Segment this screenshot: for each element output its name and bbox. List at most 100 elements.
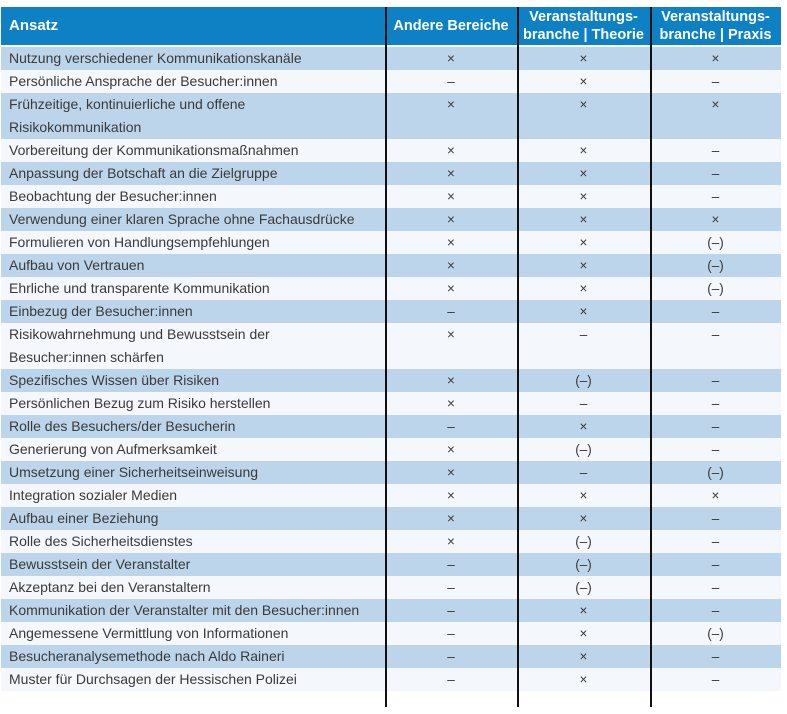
row-cell: – [517, 392, 650, 415]
row-cell: (–) [650, 461, 781, 484]
table-row: Persönlichen Bezug zum Risiko herstellen… [1, 392, 781, 415]
row-label: Persönliche Ansprache der Besucher:innen [1, 70, 385, 93]
row-cell: – [650, 530, 781, 553]
row-cell: – [385, 645, 517, 668]
row-cell: × [385, 438, 517, 461]
row-label: Nutzung verschiedener Kommunikationskanä… [1, 46, 385, 70]
row-cell: (–) [517, 369, 650, 392]
row-label: Rolle des Besuchers/der Besucherin [1, 415, 385, 438]
row-cell: (–) [517, 553, 650, 576]
table-row: Akzeptanz bei den Veranstaltern – (–) – [1, 576, 781, 599]
row-label: Integration sozialer Medien [1, 484, 385, 507]
row-cell: (–) [517, 438, 650, 461]
row-cell: × [385, 139, 517, 162]
table-row: Vorbereitung der Kommunikationsmaßnahmen… [1, 139, 781, 162]
row-cell: × [517, 46, 650, 70]
table-row: Risikowahrnehmung und Bewusstsein der Be… [1, 323, 781, 369]
row-label: Bewusstsein der Veranstalter [1, 553, 385, 576]
row-cell: × [517, 277, 650, 300]
row-cell: – [650, 162, 781, 185]
table-row: Rolle des Besuchers/der Besucherin – × – [1, 415, 781, 438]
row-label: Formulieren von Handlungsempfehlungen [1, 231, 385, 254]
row-cell: × [517, 208, 650, 231]
row-cell: × [517, 645, 650, 668]
column-divider-2 [517, 7, 519, 707]
column-divider-1 [385, 7, 387, 707]
table-row: Verwendung einer klaren Sprache ohne Fac… [1, 208, 781, 231]
table-row: Nutzung verschiedener Kommunikationskanä… [1, 46, 781, 70]
row-label: Anpassung der Botschaft an die Zielgrupp… [1, 162, 385, 185]
row-cell: – [517, 323, 650, 369]
row-cell: – [650, 507, 781, 530]
row-cell: × [517, 254, 650, 277]
row-cell: – [650, 392, 781, 415]
row-cell: – [650, 668, 781, 691]
row-label: Aufbau einer Beziehung [1, 507, 385, 530]
row-label: Risikowahrnehmung und Bewusstsein der Be… [1, 323, 385, 369]
table-row: Anpassung der Botschaft an die Zielgrupp… [1, 162, 781, 185]
row-label: Umsetzung einer Sicherheitseinweisung [1, 461, 385, 484]
row-cell: × [385, 530, 517, 553]
row-label: Akzeptanz bei den Veranstaltern [1, 576, 385, 599]
row-cell: × [385, 369, 517, 392]
col-header-andere-bereiche: Andere Bereiche [385, 7, 517, 47]
table-row: Kommunikation der Veranstalter mit den B… [1, 599, 781, 622]
row-cell: × [650, 93, 781, 139]
row-cell: – [385, 415, 517, 438]
row-label: Muster für Durchsagen der Hessischen Pol… [1, 668, 385, 691]
row-cell: – [650, 415, 781, 438]
row-cell: (–) [517, 530, 650, 553]
row-cell: × [385, 277, 517, 300]
table-row: Aufbau von Vertrauen × × (–) [1, 254, 781, 277]
row-cell: – [385, 300, 517, 323]
row-label: Vorbereitung der Kommunikationsmaßnahmen [1, 139, 385, 162]
row-cell: – [385, 622, 517, 645]
row-cell: × [385, 254, 517, 277]
row-cell: × [650, 208, 781, 231]
row-cell: – [385, 70, 517, 93]
row-cell: × [517, 668, 650, 691]
column-divider-3 [650, 7, 652, 707]
table-row: Angemessene Vermittlung von Informatione… [1, 622, 781, 645]
row-cell: × [517, 139, 650, 162]
table-row: Integration sozialer Medien × × × [1, 484, 781, 507]
table-row: Muster für Durchsagen der Hessischen Pol… [1, 668, 781, 691]
row-label: Frühzeitige, kontinuierliche und offene … [1, 93, 385, 139]
table-row: Frühzeitige, kontinuierliche und offene … [1, 93, 781, 139]
row-cell: × [517, 162, 650, 185]
row-cell: × [517, 93, 650, 139]
table-row: Besucheranalysemethode nach Aldo Raineri… [1, 645, 781, 668]
row-cell: × [517, 415, 650, 438]
table-row: Bewusstsein der Veranstalter – (–) – [1, 553, 781, 576]
row-label: Ehrliche und transparente Kommunikation [1, 277, 385, 300]
row-cell: – [650, 139, 781, 162]
row-cell: (–) [650, 622, 781, 645]
row-label: Angemessene Vermittlung von Informatione… [1, 622, 385, 645]
col-header-ansatz: Ansatz [1, 7, 385, 47]
col-header-veranstaltungsbranche-praxis: Veranstaltungs- branche | Praxis [650, 7, 781, 47]
row-cell: – [385, 599, 517, 622]
row-cell: × [517, 599, 650, 622]
table-row: Einbezug der Besucher:innen – × – [1, 300, 781, 323]
row-cell: – [385, 668, 517, 691]
row-label: Einbezug der Besucher:innen [1, 300, 385, 323]
row-cell: × [517, 70, 650, 93]
row-cell: – [650, 185, 781, 208]
row-cell: × [517, 300, 650, 323]
row-cell: – [517, 461, 650, 484]
row-cell: × [385, 46, 517, 70]
comparison-table: Ansatz Andere Bereiche Veranstaltungs- b… [1, 7, 781, 691]
row-cell: – [650, 645, 781, 668]
row-cell: – [650, 70, 781, 93]
row-cell: × [385, 93, 517, 139]
row-label: Persönlichen Bezug zum Risiko herstellen [1, 392, 385, 415]
header-row: Ansatz Andere Bereiche Veranstaltungs- b… [1, 7, 781, 47]
row-label: Generierung von Aufmerksamkeit [1, 438, 385, 461]
row-label: Beobachtung der Besucher:innen [1, 185, 385, 208]
row-cell: – [650, 438, 781, 461]
row-cell: (–) [517, 576, 650, 599]
row-cell: × [517, 231, 650, 254]
row-cell: × [650, 484, 781, 507]
table-row: Generierung von Aufmerksamkeit × (–) – [1, 438, 781, 461]
table-row: Beobachtung der Besucher:innen × × – [1, 185, 781, 208]
